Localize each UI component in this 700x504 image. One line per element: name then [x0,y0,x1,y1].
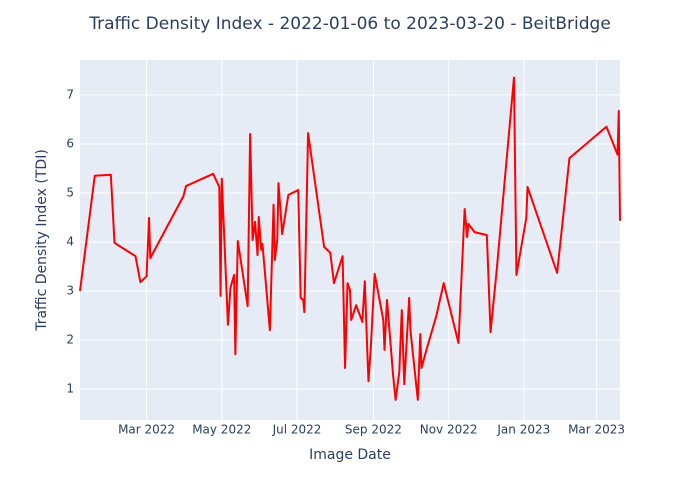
x-tick-label: Sep 2022 [345,423,402,437]
x-tick-label: Mar 2022 [118,423,175,437]
plot-area [80,60,620,420]
x-axis-label: Image Date [309,447,391,463]
x-tick-label: Mar 2023 [568,423,625,437]
x-tick-label: Jan 2023 [496,423,550,437]
y-axis-label: Traffic Density Index (TDI) [34,149,50,332]
y-tick-label: 7 [66,87,74,101]
y-tick-label: 6 [66,136,74,150]
chart-title: Traffic Density Index - 2022-01-06 to 20… [88,14,611,34]
x-tick-label: Jul 2022 [272,423,322,437]
y-tick-label: 3 [66,284,74,298]
y-tick-label: 4 [66,234,74,248]
x-tick-label: Nov 2022 [420,423,478,437]
data-line [79,76,621,401]
x-tick-label: May 2022 [192,423,251,437]
y-tick-label: 5 [66,185,74,199]
y-tick-label: 2 [66,333,74,347]
y-tick-label: 1 [66,382,74,396]
